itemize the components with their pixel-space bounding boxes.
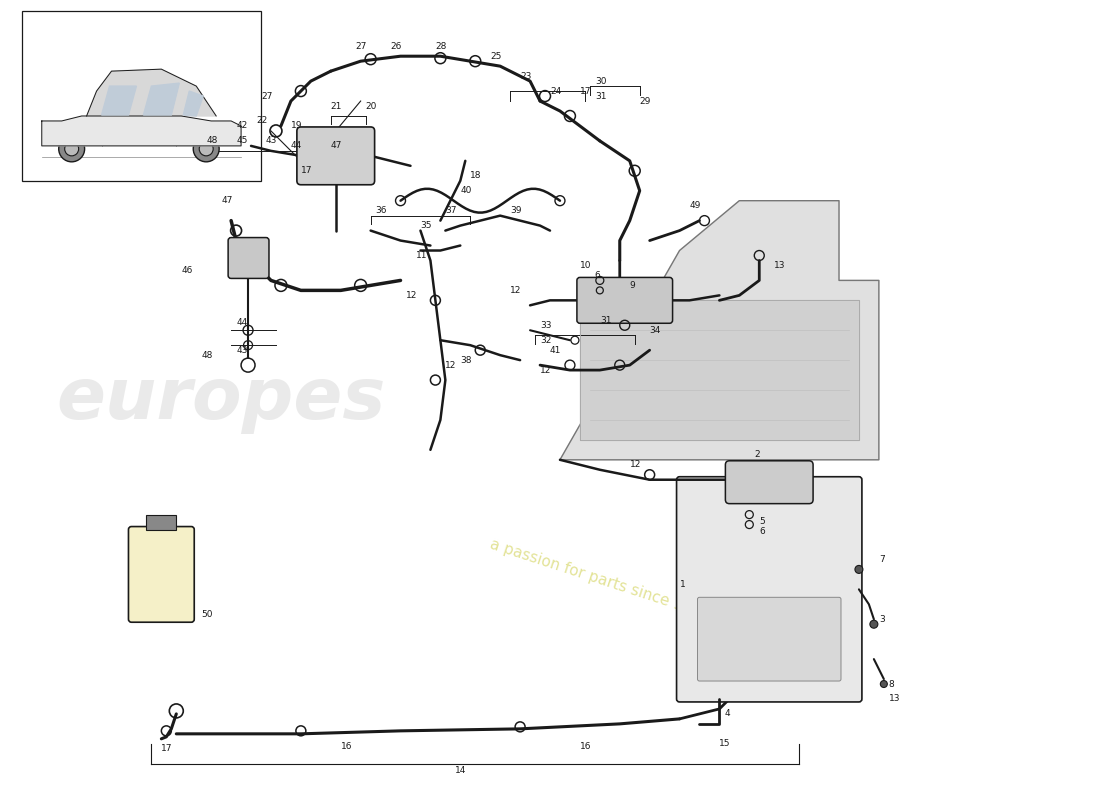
Circle shape <box>755 465 784 494</box>
Text: 21: 21 <box>331 102 342 110</box>
Text: 44: 44 <box>236 318 248 326</box>
Text: 13: 13 <box>774 261 785 270</box>
Text: 12: 12 <box>629 460 641 470</box>
Text: 31: 31 <box>600 316 612 325</box>
Circle shape <box>880 681 888 687</box>
Text: 17: 17 <box>301 166 312 175</box>
Text: 4: 4 <box>725 710 730 718</box>
Text: 12: 12 <box>510 286 521 295</box>
Text: 12: 12 <box>540 366 551 374</box>
Text: 14: 14 <box>454 766 466 775</box>
Text: 27: 27 <box>261 91 273 101</box>
Polygon shape <box>184 91 204 116</box>
FancyBboxPatch shape <box>725 461 813 504</box>
Text: 15: 15 <box>719 739 730 748</box>
FancyBboxPatch shape <box>676 477 862 702</box>
FancyBboxPatch shape <box>129 526 195 622</box>
Text: 1: 1 <box>680 580 685 589</box>
FancyBboxPatch shape <box>697 598 842 681</box>
Polygon shape <box>42 116 241 146</box>
Text: 8: 8 <box>889 679 894 689</box>
Text: 22: 22 <box>256 117 267 126</box>
Text: 47: 47 <box>331 142 342 150</box>
Text: 25: 25 <box>491 52 502 61</box>
Text: europes: europes <box>56 366 386 434</box>
Text: 47: 47 <box>221 196 232 205</box>
Text: 49: 49 <box>690 201 701 210</box>
Circle shape <box>199 142 213 156</box>
Circle shape <box>58 136 85 162</box>
Text: 23: 23 <box>520 72 531 81</box>
Text: 7: 7 <box>879 555 884 564</box>
Text: 10: 10 <box>580 261 592 270</box>
FancyBboxPatch shape <box>297 127 375 185</box>
Text: 16: 16 <box>580 742 592 751</box>
Text: 31: 31 <box>595 91 606 101</box>
Text: 38: 38 <box>460 356 472 365</box>
Text: 41: 41 <box>550 346 561 354</box>
Text: 34: 34 <box>650 326 661 334</box>
Text: 5: 5 <box>759 517 764 526</box>
Text: 37: 37 <box>446 206 456 215</box>
Text: 30: 30 <box>595 77 606 86</box>
Text: 43: 43 <box>236 346 248 354</box>
Text: 26: 26 <box>390 42 402 50</box>
Bar <box>22 11 261 181</box>
Text: 12: 12 <box>406 291 417 300</box>
Text: 13: 13 <box>889 694 900 703</box>
Text: 19: 19 <box>290 122 303 130</box>
Text: 33: 33 <box>540 321 551 330</box>
Text: 6: 6 <box>595 271 601 280</box>
Text: 36: 36 <box>375 206 387 215</box>
FancyBboxPatch shape <box>576 278 672 323</box>
Text: 48: 48 <box>206 137 218 146</box>
Text: 17: 17 <box>580 86 592 95</box>
Text: 42: 42 <box>236 122 248 130</box>
Text: 17: 17 <box>162 744 173 754</box>
Text: 20: 20 <box>365 102 377 110</box>
Text: 9: 9 <box>629 281 636 290</box>
Text: 16: 16 <box>341 742 352 751</box>
Text: 40: 40 <box>460 186 472 195</box>
Text: 48: 48 <box>201 350 212 360</box>
Text: 6: 6 <box>759 527 764 536</box>
FancyBboxPatch shape <box>228 238 270 278</box>
Text: 27: 27 <box>355 42 367 50</box>
Circle shape <box>870 620 878 628</box>
Text: 29: 29 <box>640 97 651 106</box>
Text: 50: 50 <box>201 610 212 618</box>
Polygon shape <box>101 86 136 115</box>
Text: 28: 28 <box>436 42 447 50</box>
Text: 32: 32 <box>540 336 551 345</box>
Text: 24: 24 <box>550 86 561 95</box>
Text: 39: 39 <box>510 206 521 215</box>
Polygon shape <box>143 83 179 115</box>
Polygon shape <box>580 300 859 440</box>
Text: 46: 46 <box>182 266 192 275</box>
Polygon shape <box>560 201 879 460</box>
Circle shape <box>65 142 78 156</box>
Bar <box>146 514 176 530</box>
Text: 45: 45 <box>236 137 248 146</box>
Text: 11: 11 <box>416 251 427 260</box>
Text: 2: 2 <box>755 450 760 459</box>
Text: 18: 18 <box>471 171 482 180</box>
Polygon shape <box>87 69 217 116</box>
Text: 3: 3 <box>879 614 884 624</box>
Text: 43: 43 <box>266 137 277 146</box>
Text: 44: 44 <box>290 142 303 150</box>
Circle shape <box>194 136 219 162</box>
Text: 35: 35 <box>420 221 432 230</box>
Text: a passion for parts since 1985: a passion for parts since 1985 <box>487 537 712 622</box>
Text: 12: 12 <box>446 361 456 370</box>
Circle shape <box>855 566 862 574</box>
